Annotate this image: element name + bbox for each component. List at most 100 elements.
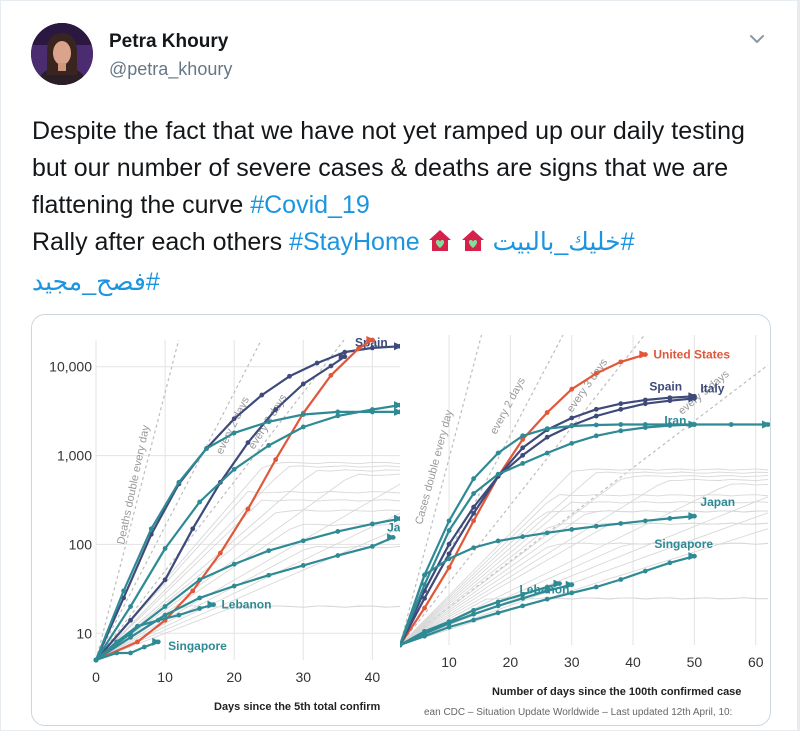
guide-label: every 2 days — [488, 375, 528, 436]
series-point — [471, 611, 476, 617]
series-point — [287, 373, 292, 379]
series-point — [618, 577, 624, 582]
series-point — [446, 620, 452, 626]
series-point — [544, 434, 550, 440]
tweet-text-part1: Despite the fact that we have not yet ra… — [32, 117, 745, 219]
series-point — [369, 521, 375, 527]
guide-line — [95, 339, 180, 661]
guide-line — [400, 334, 564, 646]
series-arrow — [688, 394, 698, 403]
background-series-line — [95, 605, 400, 661]
series-point — [300, 412, 306, 417]
avatar[interactable] — [31, 23, 93, 85]
series-point — [618, 406, 624, 412]
media-image[interactable]: 10,000 1,000 100 10 0 10 20 30 40 Deaths double e… — [31, 314, 771, 726]
series-point — [245, 506, 251, 512]
series-point — [692, 422, 697, 427]
series-point — [618, 422, 624, 427]
series-point — [544, 588, 550, 594]
background-series-line — [400, 597, 769, 646]
series-point — [544, 530, 550, 536]
background-series-line — [400, 468, 769, 646]
x-tick-label: 40 — [365, 669, 381, 685]
x-tick-label: 30 — [564, 654, 580, 670]
series-point — [593, 413, 599, 419]
series-point — [520, 452, 526, 458]
series-point — [335, 409, 341, 415]
background-series-line — [95, 545, 400, 661]
series-point — [135, 623, 140, 629]
hashtag-covid[interactable]: #Covid_19 — [250, 191, 370, 219]
series-point — [114, 650, 120, 656]
series-point — [217, 550, 223, 556]
series-point — [618, 359, 624, 365]
series-point — [642, 397, 648, 403]
series-line — [400, 582, 560, 646]
series-point — [593, 523, 599, 529]
series-point — [266, 443, 272, 448]
series-point — [400, 642, 403, 648]
series-point — [471, 510, 476, 516]
tweet-text: Despite the fact that we have not yet ra… — [32, 113, 772, 301]
series-point — [422, 572, 427, 578]
series-point — [422, 595, 427, 601]
series-point — [128, 604, 133, 609]
background-series-line — [400, 475, 769, 646]
series-line — [400, 353, 646, 646]
series-arrow — [152, 637, 162, 646]
series-arrow — [394, 401, 400, 410]
series-point — [335, 413, 341, 419]
series-point — [520, 591, 526, 597]
series-point — [204, 446, 209, 451]
series-arrow — [688, 552, 698, 561]
series-point — [162, 612, 168, 618]
series-point — [495, 450, 501, 456]
series-label: Lebanon — [519, 583, 569, 597]
series-point — [667, 398, 673, 404]
series-point — [197, 499, 203, 505]
series-point — [593, 584, 599, 590]
series-point — [335, 553, 341, 558]
series-point — [342, 349, 348, 355]
series-point — [569, 590, 575, 596]
background-series-line — [400, 510, 768, 646]
series-point — [642, 518, 648, 524]
series-point — [544, 596, 550, 602]
series-point — [128, 634, 133, 640]
series-point — [569, 423, 575, 429]
house-heart-icon — [427, 227, 453, 264]
author-handle[interactable]: @petra_khoury — [109, 59, 233, 79]
series-point — [520, 445, 526, 451]
series-point — [495, 610, 501, 616]
background-series-line — [95, 465, 400, 661]
series-point — [446, 518, 452, 524]
hashtag-stayhome[interactable]: #StayHome — [289, 228, 420, 256]
series-label: Japan — [700, 495, 735, 509]
series-point — [356, 346, 361, 352]
series-point — [569, 415, 575, 421]
series-point — [231, 561, 237, 567]
series-label: Ja — [387, 520, 400, 534]
hashtag-arabic-1[interactable]: #خليك_بالبيت — [492, 228, 635, 256]
series-point — [544, 584, 550, 590]
series-point — [667, 516, 673, 521]
series-arrow — [762, 420, 770, 429]
x-axis-label: Number of days since the 100th confirmed… — [492, 686, 741, 698]
x-tick-label: 20 — [503, 654, 519, 670]
series-point — [495, 538, 501, 544]
author-name[interactable]: Petra Khoury — [109, 31, 229, 52]
series-point — [266, 419, 272, 425]
series-label: Spain — [649, 379, 682, 393]
series-arrow — [387, 533, 397, 542]
series-point — [471, 518, 476, 524]
series-label: Lebanon — [221, 598, 271, 612]
series-point — [728, 422, 734, 427]
series-point — [300, 563, 306, 568]
series-point — [176, 612, 182, 618]
series-point — [471, 617, 476, 623]
chevron-down-icon[interactable] — [745, 27, 769, 51]
series-point — [446, 551, 452, 557]
x-tick-label: 50 — [687, 654, 703, 670]
hashtag-arabic-2[interactable]: #فصح_مجيد — [32, 268, 160, 296]
